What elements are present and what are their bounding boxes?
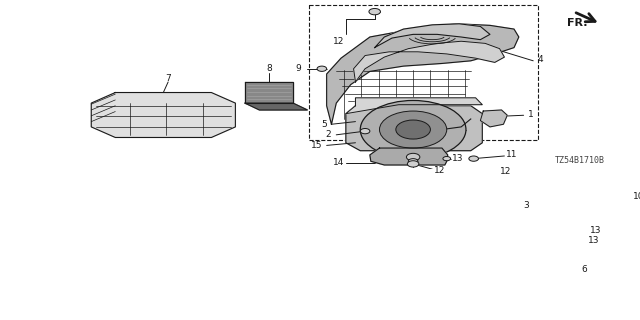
Text: 12: 12 [500, 167, 511, 176]
Circle shape [408, 159, 418, 164]
Text: 2: 2 [326, 130, 332, 139]
Polygon shape [353, 41, 504, 82]
Text: 15: 15 [311, 141, 323, 150]
Circle shape [396, 120, 431, 139]
Text: 9: 9 [295, 64, 301, 73]
Circle shape [360, 129, 370, 134]
Circle shape [608, 201, 618, 206]
Text: 12: 12 [435, 166, 445, 175]
Polygon shape [245, 82, 293, 103]
Text: TZ54B1710B: TZ54B1710B [556, 156, 605, 165]
FancyBboxPatch shape [550, 178, 605, 214]
Polygon shape [346, 98, 483, 114]
Polygon shape [245, 103, 307, 110]
Polygon shape [326, 24, 519, 124]
Polygon shape [92, 92, 236, 138]
Text: FR.: FR. [567, 18, 588, 28]
Text: 5: 5 [321, 120, 326, 129]
Circle shape [474, 174, 483, 180]
Circle shape [360, 100, 466, 159]
Circle shape [406, 153, 420, 161]
Circle shape [317, 66, 326, 71]
Circle shape [548, 235, 557, 241]
Text: 1: 1 [527, 110, 533, 119]
Text: 11: 11 [506, 150, 518, 159]
FancyBboxPatch shape [588, 193, 602, 199]
Text: 8: 8 [266, 64, 272, 73]
Circle shape [443, 156, 451, 161]
Text: 7: 7 [165, 74, 171, 83]
FancyBboxPatch shape [571, 183, 584, 190]
Circle shape [469, 156, 479, 161]
Circle shape [407, 161, 419, 167]
FancyBboxPatch shape [554, 193, 567, 199]
Text: 3: 3 [524, 201, 529, 210]
Polygon shape [509, 259, 548, 283]
Text: 13: 13 [452, 154, 463, 163]
Circle shape [605, 214, 615, 220]
Text: 12: 12 [333, 37, 344, 46]
Polygon shape [346, 106, 483, 151]
Text: 13: 13 [588, 236, 600, 245]
Text: 14: 14 [333, 158, 344, 167]
Text: 13: 13 [590, 226, 602, 235]
Circle shape [548, 222, 557, 228]
FancyBboxPatch shape [571, 203, 584, 209]
Circle shape [380, 111, 447, 148]
Text: 4: 4 [537, 55, 543, 64]
Polygon shape [481, 110, 508, 127]
Bar [309, 5, 538, 140]
Text: 6: 6 [581, 265, 587, 274]
Polygon shape [374, 24, 490, 48]
Circle shape [571, 192, 584, 200]
Polygon shape [370, 148, 448, 165]
Text: 10: 10 [633, 192, 640, 201]
Circle shape [369, 8, 380, 15]
Circle shape [564, 189, 591, 204]
